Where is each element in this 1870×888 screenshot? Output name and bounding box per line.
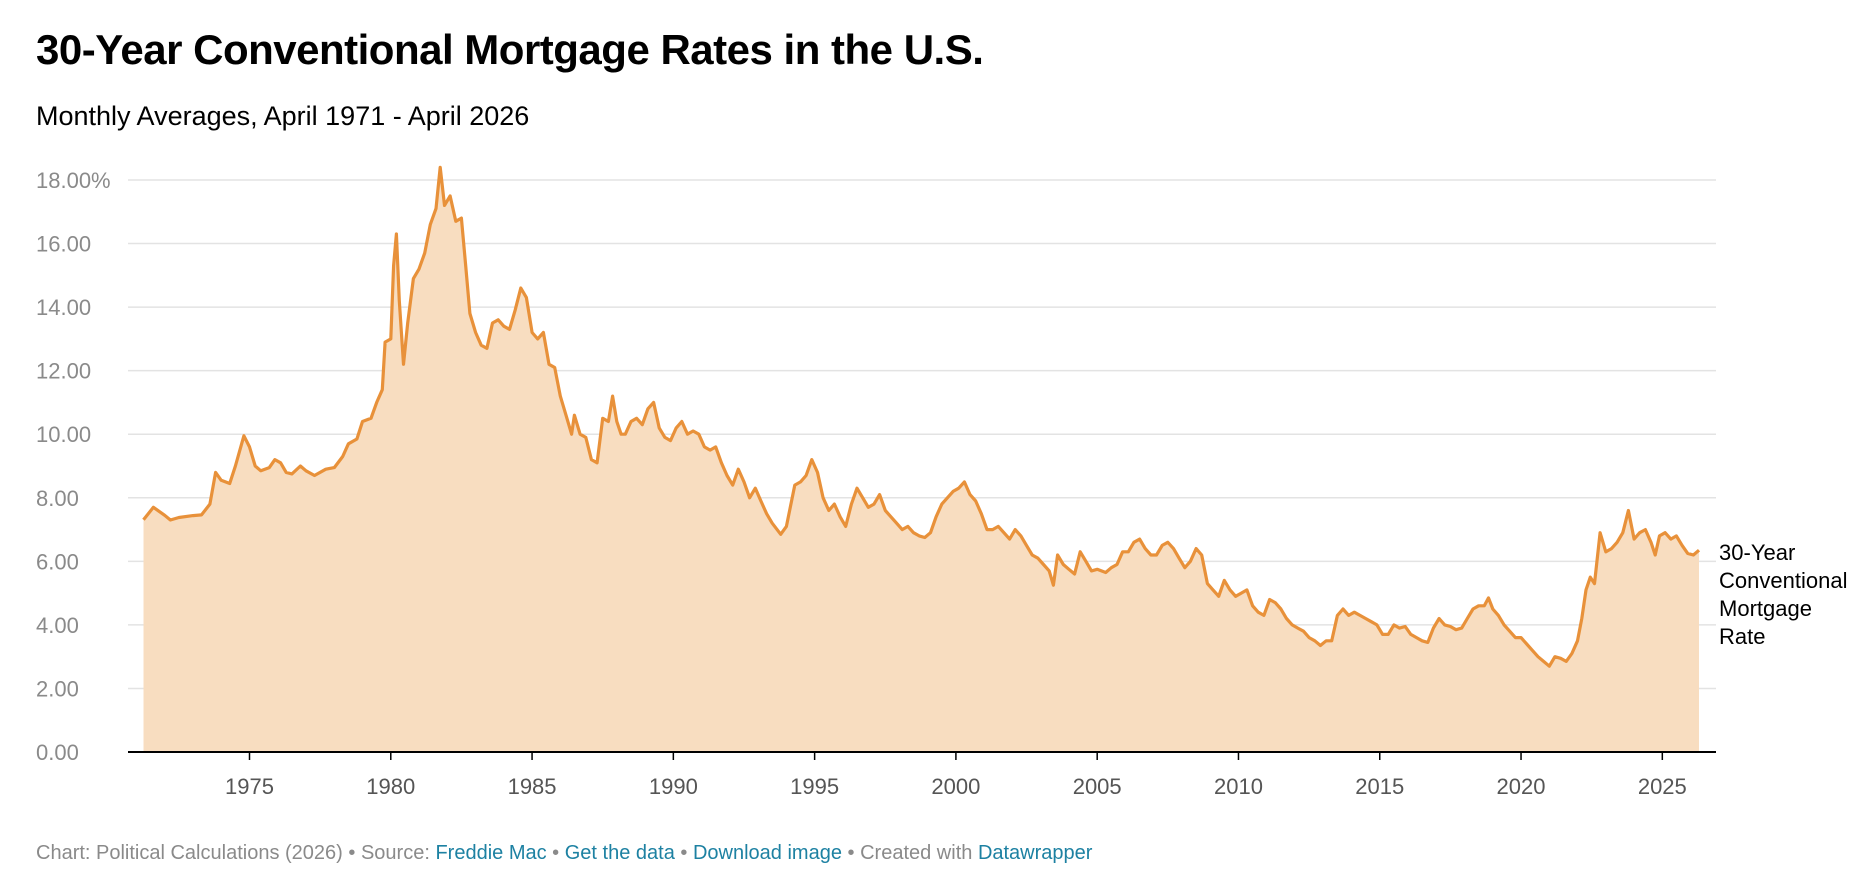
footer-separator: • [552, 842, 560, 864]
x-tick-label: 2020 [1497, 774, 1546, 799]
y-tick-label: 6.00 [36, 549, 79, 574]
y-tick-label: 14.00 [36, 295, 91, 320]
datawrapper-link[interactable]: Datawrapper [977, 842, 1093, 864]
series-line [142, 165, 1701, 668]
x-tick-label: 1975 [225, 774, 274, 799]
footer-separator: • [348, 842, 356, 864]
series-area-fill [143, 167, 1699, 753]
source-prefix: Source: [360, 842, 430, 864]
x-tick-label: 2000 [931, 774, 980, 799]
x-tick-label: 2005 [1073, 774, 1122, 799]
source-link[interactable]: Freddie Mac [435, 842, 547, 864]
chart-credit: Chart: Political Calculations (2026) [36, 842, 343, 864]
get-the-data-link[interactable]: Get the data [564, 842, 675, 864]
y-tick-label: 12.00 [36, 359, 91, 384]
x-axis-ticks: 1975 1980 1985 1990 1995 2000 2005 2010 2015 2020… [225, 752, 1687, 799]
x-tick-label: 1990 [649, 774, 698, 799]
x-tick-label: 2015 [1355, 774, 1404, 799]
chart-subtitle: Monthly Averages, April 1971 - April 202… [36, 101, 530, 131]
created-with-prefix: Created with [860, 842, 973, 864]
x-tick-label: 2010 [1214, 774, 1263, 799]
chart-footer: Chart: Political Calculations (2026) • S… [36, 842, 1092, 865]
y-axis-ticks: 0.00 2.00 4.00 6.00 8.00 10.00 12.00 14.00 16.00… [36, 168, 111, 765]
x-tick-label: 2025 [1638, 774, 1687, 799]
footer-separator: • [847, 842, 855, 864]
y-tick-label: 16.00 [36, 232, 91, 257]
series-label-line: Rate [1719, 624, 1765, 649]
series-label-line: 30-Year [1719, 540, 1795, 565]
x-tick-label: 1985 [508, 774, 557, 799]
y-tick-label: 4.00 [36, 613, 79, 638]
footer-separator: • [680, 842, 688, 864]
y-tick-label: 10.00 [36, 422, 91, 447]
x-tick-label: 1995 [790, 774, 839, 799]
series-label: 30-Year Conventional Mortgage Rate [1719, 540, 1847, 649]
y-tick-label: 18.00% [36, 168, 111, 193]
y-tick-label: 2.00 [36, 676, 79, 701]
y-tick-label: 8.00 [36, 486, 79, 511]
x-tick-label: 1980 [366, 774, 415, 799]
chart-title: 30-Year Conventional Mortgage Rates in t… [36, 26, 984, 73]
series-label-line: Conventional [1719, 568, 1847, 593]
y-tick-label: 0.00 [36, 740, 79, 765]
series-label-line: Mortgage [1719, 596, 1812, 621]
download-image-link[interactable]: Download image [692, 842, 842, 864]
mortgage-rate-chart: 0.00 2.00 4.00 6.00 8.00 10.00 12.00 14.00 16.00… [36, 165, 1847, 799]
